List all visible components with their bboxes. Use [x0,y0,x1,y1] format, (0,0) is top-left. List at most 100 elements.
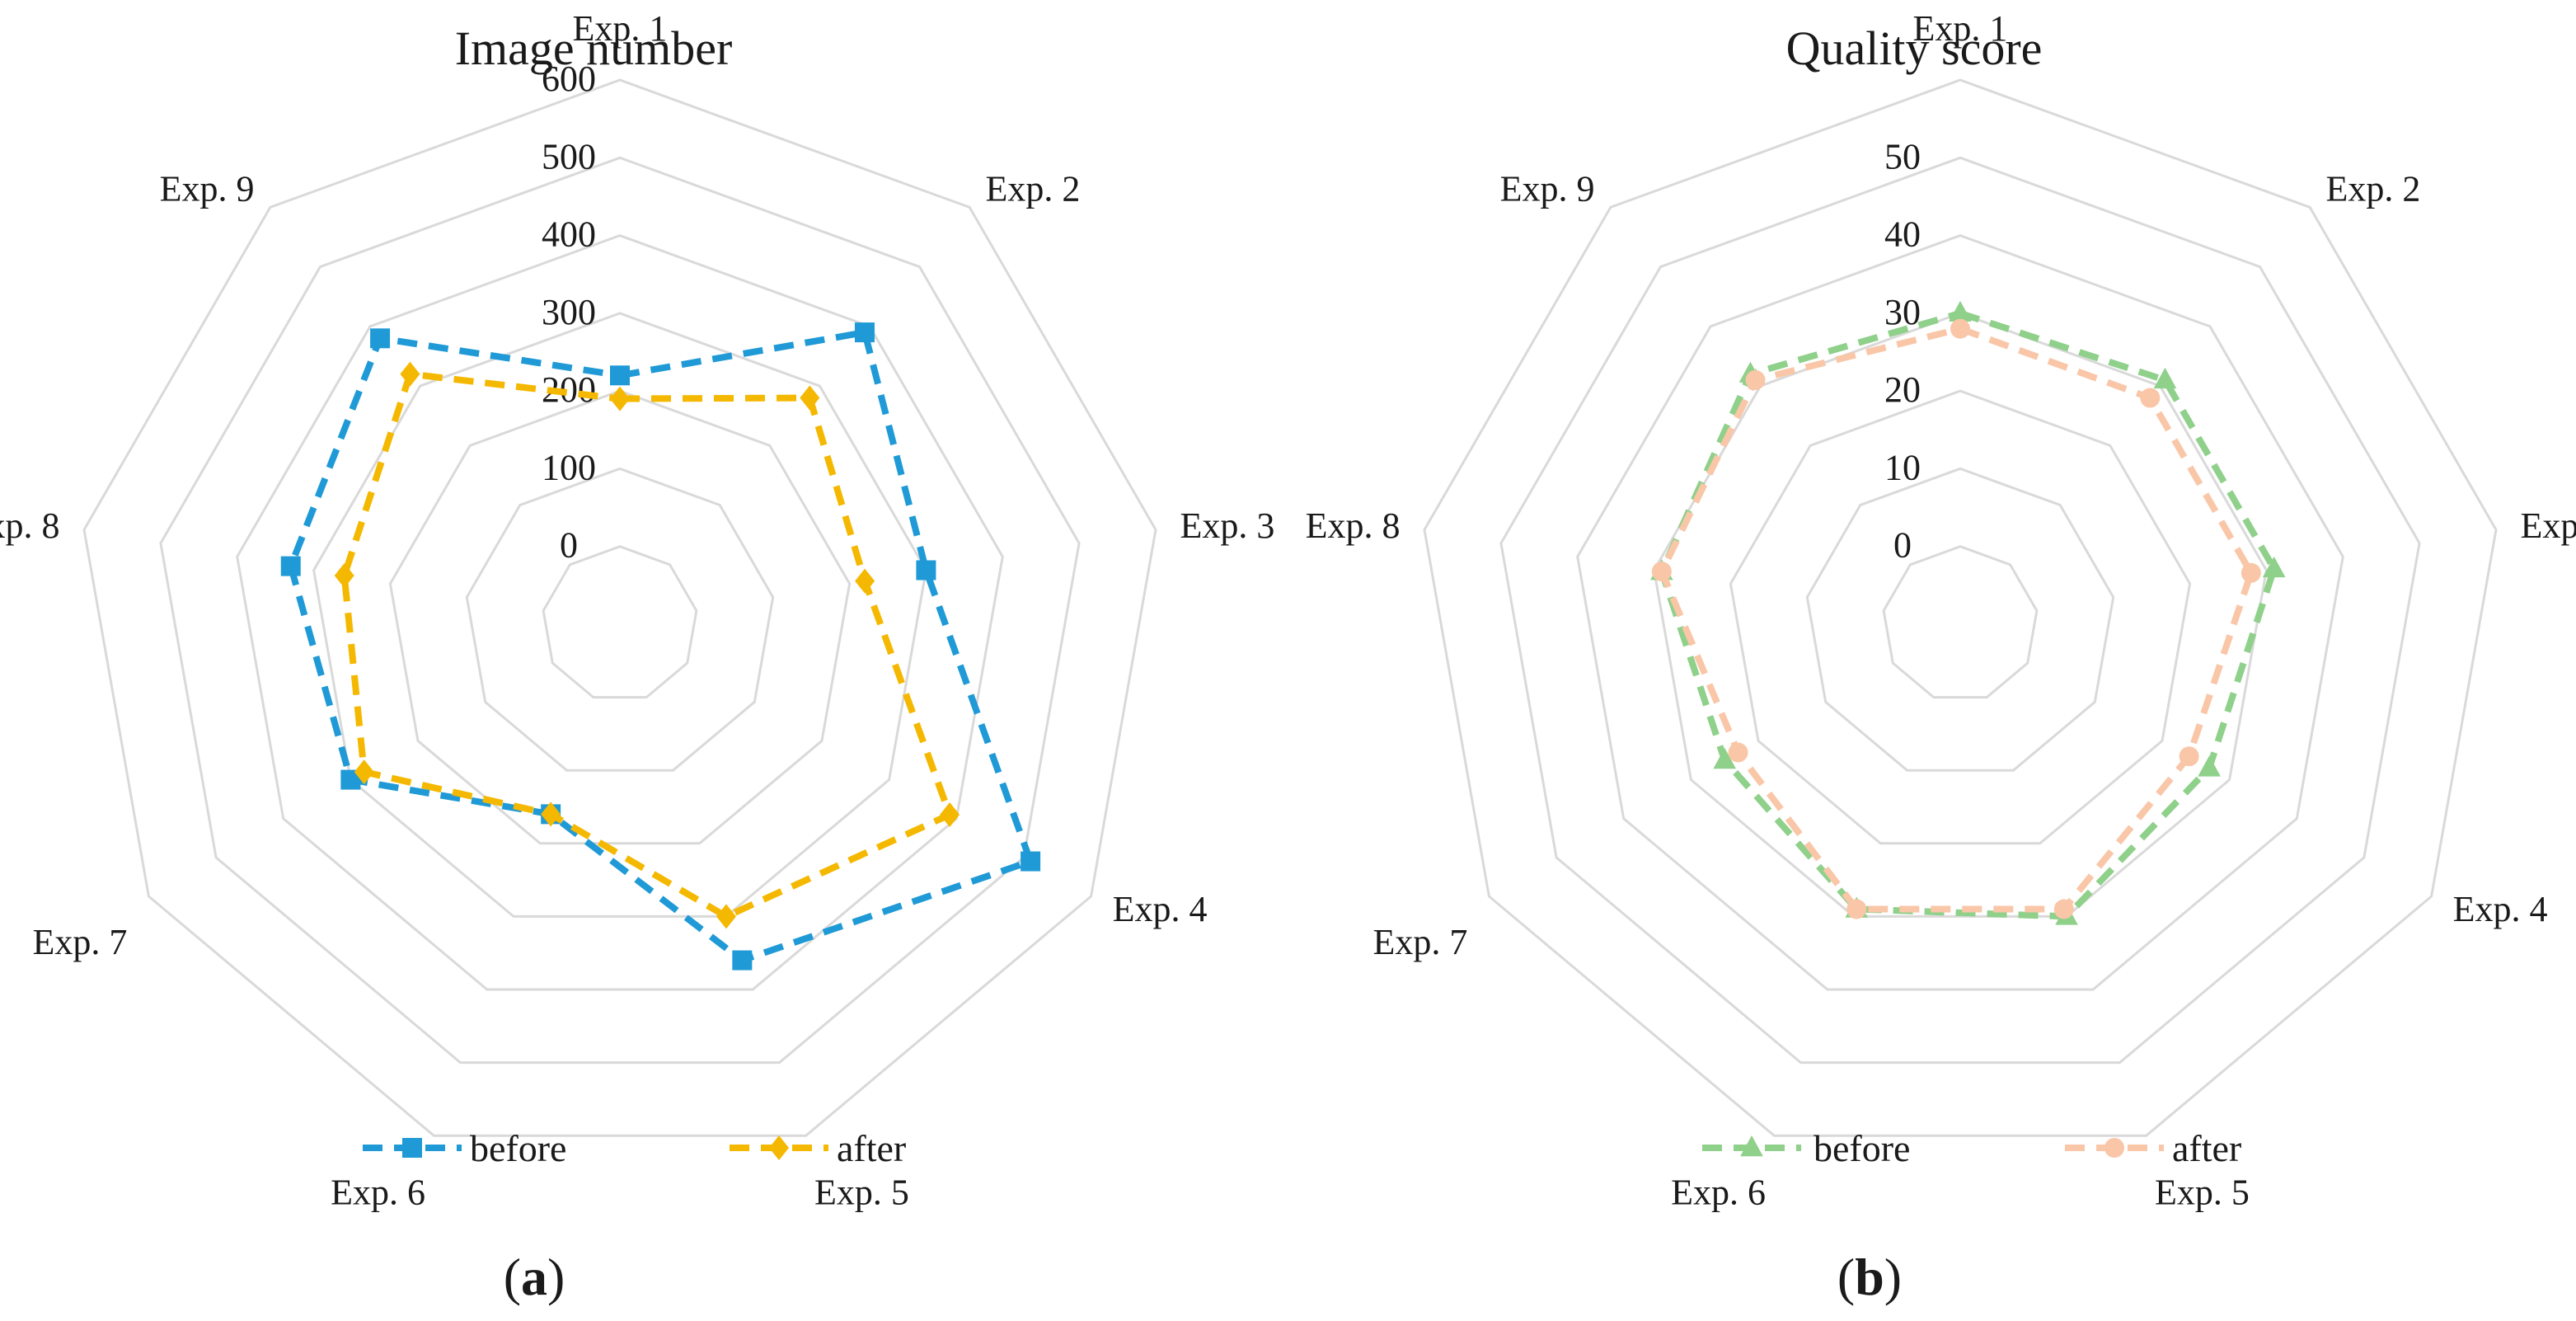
series-line-before [287,329,1035,964]
grid-ring [236,234,1004,991]
data-point-before [732,950,753,971]
data-point-after [1651,562,1672,582]
category-label: Exp. 5 [814,1172,909,1212]
category-label: Exp. 9 [1500,168,1595,209]
tick-label: 0 [1893,525,1912,566]
legend-label-before-a: before [470,1127,566,1169]
grid-ring [1423,78,2498,1137]
category-label: Exp. 2 [986,168,1081,209]
grid-ring [465,467,775,772]
chart-title-b: Quality score [1786,21,2043,75]
series-line-after [340,370,954,920]
data-point-after [610,386,630,411]
legend-marker [769,1135,789,1160]
tick-label: 600 [542,59,596,99]
data-point-after [940,802,960,827]
data-point-after [1745,369,1766,390]
data-point-after [2140,388,2161,408]
tick-label: 500 [542,136,596,176]
data-point-before [2262,556,2286,578]
data-point-before [854,322,875,343]
data-point-before [1713,748,1737,769]
data-point-after [716,904,736,929]
category-label: Exp. 7 [33,922,128,962]
data-point-before [610,365,630,386]
data-point-after [2053,899,2074,919]
data-point-after [2241,562,2261,583]
data-point-before [916,560,936,581]
radar-series-a [280,322,1041,971]
radar-ticks-b: 0 10 20 30 40 50 [1884,136,1921,565]
data-point-before [2198,755,2221,777]
category-label: Exp. 6 [331,1172,425,1212]
legend-b: before after [1702,1127,2241,1169]
data-point-after [354,759,374,785]
tick-label: 400 [542,214,596,255]
category-label: Exp. 1 [1913,8,2008,49]
data-point-after [1728,742,1748,763]
grid-ring [1499,156,2421,1065]
data-point-after [855,568,875,594]
legend-a: before after [363,1127,906,1169]
series-line-before [1658,309,2278,920]
legend-mark-before-b [1702,1135,1801,1157]
category-label: Exp. 2 [2326,168,2421,209]
series-line-after [1658,325,2255,913]
category-label: Exp. 5 [2155,1172,2250,1212]
tick-label: 100 [542,447,596,487]
legend-label-before-b: before [1814,1127,1910,1169]
grid-ring [1882,545,2039,699]
category-label: Exp. 1 [573,8,668,49]
tick-label: 40 [1884,214,1921,255]
legend-marker [402,1138,422,1158]
grid-ring [388,389,852,845]
radar-series-b [1650,300,2286,925]
tick-label: 300 [542,292,596,332]
grid-ring [312,312,927,918]
tick-label: 10 [1884,447,1921,487]
legend-mark-after-b [2065,1138,2164,1158]
legend-label-after-b: after [2172,1127,2241,1169]
category-label: Exp. 9 [160,168,255,209]
category-label: Exp. 8 [0,505,60,546]
tick-label: 20 [1884,369,1921,410]
radar-grid-a [82,78,1157,1137]
grid-ring [1576,234,2344,991]
grid-ring [1805,467,2115,772]
data-point-after [400,361,420,387]
data-point-after [1846,899,1867,919]
panel-label-b: (b) [1837,1248,1902,1306]
legend-mark-before-a [363,1138,462,1158]
category-label: Exp. 6 [1671,1172,1766,1212]
radar-categories-a: Exp. 1 Exp. 2 Exp. 3 Exp. 4 Exp. 5 Exp. 6 Exp.… [0,8,1274,1212]
legend-mark-after-a [730,1135,828,1160]
category-label: Exp. 8 [1306,505,1401,546]
category-label: Exp. 7 [1373,922,1468,962]
radar-grid-b [1423,78,2498,1137]
grid-ring [542,545,698,699]
radar-categories-b: Exp. 1 Exp. 2 Exp. 3 Exp. 4 Exp. 5 Exp. 6 Exp.… [1306,8,2576,1212]
tick-label: 0 [560,525,578,566]
category-label: Exp. 3 [2521,505,2576,546]
category-label: Exp. 3 [1180,505,1275,546]
panel-label-a: (a) [504,1248,565,1306]
data-point-after [334,563,354,589]
grid-ring [82,78,1157,1137]
tick-label: 30 [1884,292,1921,332]
chart-title-a: Image number [455,21,733,75]
grid-ring [159,156,1081,1065]
data-point-after [541,802,561,827]
legend-label-after-a: after [837,1127,906,1169]
legend-marker [1740,1135,1763,1157]
grid-ring [1653,312,2268,918]
data-point-before [1021,851,1041,872]
data-point-before [280,556,301,576]
legend-marker [2104,1138,2124,1158]
data-point-before [1949,300,1972,322]
data-point-before [370,328,391,349]
data-point-after [800,385,820,411]
category-label: Exp. 4 [2453,889,2548,929]
